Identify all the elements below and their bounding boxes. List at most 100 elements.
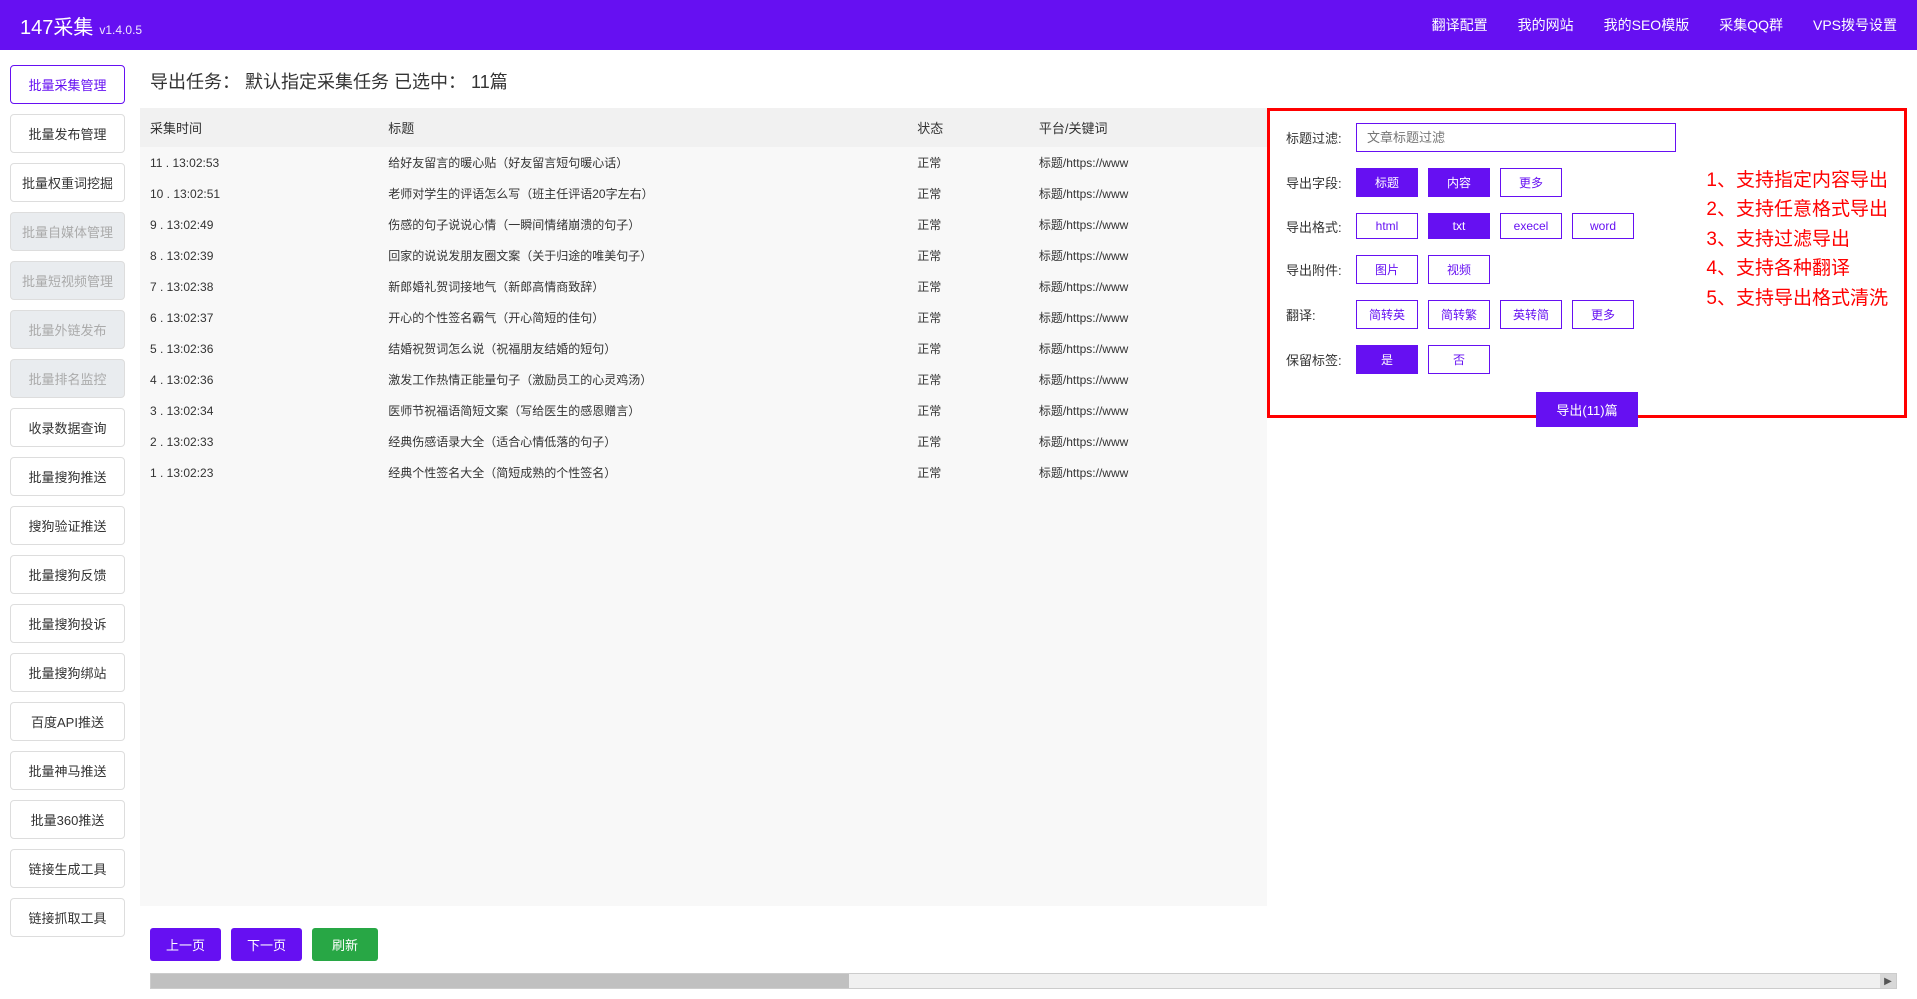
nav-qq-group[interactable]: 采集QQ群 <box>1719 15 1783 35</box>
table-row[interactable]: 6 . 13:02:37开心的个性签名霸气（开心简短的佳句）正常标题/https… <box>140 302 1267 333</box>
table-row[interactable]: 10 . 13:02:51老师对学生的评语怎么写（班主任评语20字左右）正常标题… <box>140 178 1267 209</box>
cell-time: 6 . 13:02:37 <box>140 302 378 333</box>
sidebar-item-2[interactable]: 批量权重词挖掘 <box>10 163 125 202</box>
refresh-button[interactable]: 刷新 <box>312 928 378 961</box>
format-option-0[interactable]: html <box>1356 213 1418 239</box>
feature-line: 1、支持指定内容导出 <box>1706 166 1888 195</box>
cell-time: 11 . 13:02:53 <box>140 147 378 178</box>
translate-option-3[interactable]: 更多 <box>1572 300 1634 329</box>
sidebar-item-1[interactable]: 批量发布管理 <box>10 114 125 153</box>
cell-title: 结婚祝贺词怎么说（祝福朋友结婚的短句） <box>378 333 907 364</box>
prev-page-button[interactable]: 上一页 <box>150 928 221 961</box>
cell-platform: 标题/https://www <box>1029 457 1267 488</box>
app-title: 147采集 <box>20 11 93 40</box>
cell-platform: 标题/https://www <box>1029 333 1267 364</box>
sidebar-item-5: 批量外链发布 <box>10 310 125 349</box>
scrollbar-right-arrow[interactable]: ▶ <box>1880 974 1896 988</box>
cell-status: 正常 <box>907 364 1029 395</box>
table-row[interactable]: 9 . 13:02:49伤感的句子说说心情（一瞬间情绪崩溃的句子）正常标题/ht… <box>140 209 1267 240</box>
cell-time: 1 . 13:02:23 <box>140 457 378 488</box>
sidebar-item-10[interactable]: 批量搜狗反馈 <box>10 555 125 594</box>
table-row[interactable]: 1 . 13:02:23经典个性签名大全（简短成熟的个性签名）正常标题/http… <box>140 457 1267 488</box>
format-option-1[interactable]: txt <box>1428 213 1490 239</box>
translate-option-1[interactable]: 简转繁 <box>1428 300 1490 329</box>
sidebar-item-8[interactable]: 批量搜狗推送 <box>10 457 125 496</box>
cell-title: 经典个性签名大全（简短成熟的个性签名） <box>378 457 907 488</box>
table-row[interactable]: 7 . 13:02:38新郎婚礼贺词接地气（新郎高情商致辞）正常标题/https… <box>140 271 1267 302</box>
sidebar-item-14[interactable]: 批量神马推送 <box>10 751 125 790</box>
table-row[interactable]: 4 . 13:02:36激发工作热情正能量句子（激励员工的心灵鸡汤）正常标题/h… <box>140 364 1267 395</box>
table-row[interactable]: 2 . 13:02:33经典伤感语录大全（适合心情低落的句子）正常标题/http… <box>140 426 1267 457</box>
scrollbar-thumb[interactable] <box>151 974 849 988</box>
col-status: 状态 <box>907 108 1029 147</box>
table-row[interactable]: 11 . 13:02:53给好友留言的暖心贴（好友留言短句暖心话）正常标题/ht… <box>140 147 1267 178</box>
cell-status: 正常 <box>907 147 1029 178</box>
cell-status: 正常 <box>907 457 1029 488</box>
header-nav: 翻译配置 我的网站 我的SEO模版 采集QQ群 VPS拨号设置 <box>1432 15 1897 35</box>
cell-time: 4 . 13:02:36 <box>140 364 378 395</box>
cell-title: 给好友留言的暖心贴（好友留言短句暖心话） <box>378 147 907 178</box>
nav-translate-config[interactable]: 翻译配置 <box>1432 15 1488 35</box>
format-option-2[interactable]: execel <box>1500 213 1562 239</box>
horizontal-scrollbar[interactable]: ▶ <box>150 973 1897 989</box>
cell-status: 正常 <box>907 302 1029 333</box>
keep-tags-option-1[interactable]: 否 <box>1428 345 1490 374</box>
feature-line: 2、支持任意格式导出 <box>1706 195 1888 224</box>
col-time: 采集时间 <box>140 108 378 147</box>
keep-tags-option-0[interactable]: 是 <box>1356 345 1418 374</box>
next-page-button[interactable]: 下一页 <box>231 928 302 961</box>
sidebar-item-12[interactable]: 批量搜狗绑站 <box>10 653 125 692</box>
export-button[interactable]: 导出(11)篇 <box>1536 392 1637 427</box>
sidebar-item-13[interactable]: 百度API推送 <box>10 702 125 741</box>
nav-my-site[interactable]: 我的网站 <box>1518 15 1574 35</box>
app-version: v1.4.0.5 <box>99 23 142 37</box>
attach-option-1[interactable]: 视频 <box>1428 255 1490 284</box>
sidebar-item-9[interactable]: 搜狗验证推送 <box>10 506 125 545</box>
table-row[interactable]: 8 . 13:02:39回家的说说发朋友圈文案（关于归途的唯美句子）正常标题/h… <box>140 240 1267 271</box>
col-title: 标题 <box>378 108 907 147</box>
cell-platform: 标题/https://www <box>1029 302 1267 333</box>
cell-status: 正常 <box>907 333 1029 364</box>
cell-title: 伤感的句子说说心情（一瞬间情绪崩溃的句子） <box>378 209 907 240</box>
title-filter-input[interactable] <box>1356 123 1676 152</box>
feature-callout: 1、支持指定内容导出2、支持任意格式导出3、支持过滤导出4、支持各种翻译5、支持… <box>1706 166 1888 313</box>
keep-tags-label: 保留标签: <box>1286 350 1356 369</box>
translate-option-2[interactable]: 英转简 <box>1500 300 1562 329</box>
cell-title: 开心的个性签名霸气（开心简短的佳句） <box>378 302 907 333</box>
cell-status: 正常 <box>907 178 1029 209</box>
cell-title: 新郎婚礼贺词接地气（新郎高情商致辞） <box>378 271 907 302</box>
sidebar: 批量采集管理批量发布管理批量权重词挖掘批量自媒体管理批量短视频管理批量外链发布批… <box>0 50 135 999</box>
cell-platform: 标题/https://www <box>1029 395 1267 426</box>
table-row[interactable]: 3 . 13:02:34医师节祝福语简短文案（写给医生的感恩赠言）正常标题/ht… <box>140 395 1267 426</box>
attach-label: 导出附件: <box>1286 260 1356 279</box>
sidebar-item-6: 批量排名监控 <box>10 359 125 398</box>
sidebar-item-3: 批量自媒体管理 <box>10 212 125 251</box>
table-row[interactable]: 5 . 13:02:36结婚祝贺词怎么说（祝福朋友结婚的短句）正常标题/http… <box>140 333 1267 364</box>
results-table: 采集时间 标题 状态 平台/关键词 11 . 13:02:53给好友留言的暖心贴… <box>140 108 1267 488</box>
sidebar-item-16[interactable]: 链接生成工具 <box>10 849 125 888</box>
cell-platform: 标题/https://www <box>1029 364 1267 395</box>
translate-option-0[interactable]: 简转英 <box>1356 300 1418 329</box>
fields-option-1[interactable]: 内容 <box>1428 168 1490 197</box>
attach-option-0[interactable]: 图片 <box>1356 255 1418 284</box>
cell-status: 正常 <box>907 426 1029 457</box>
fields-option-2[interactable]: 更多 <box>1500 168 1562 197</box>
fields-option-0[interactable]: 标题 <box>1356 168 1418 197</box>
cell-time: 8 . 13:02:39 <box>140 240 378 271</box>
cell-platform: 标题/https://www <box>1029 240 1267 271</box>
cell-platform: 标题/https://www <box>1029 426 1267 457</box>
cell-status: 正常 <box>907 271 1029 302</box>
format-option-3[interactable]: word <box>1572 213 1634 239</box>
sidebar-item-0[interactable]: 批量采集管理 <box>10 65 125 104</box>
cell-platform: 标题/https://www <box>1029 271 1267 302</box>
sidebar-item-15[interactable]: 批量360推送 <box>10 800 125 839</box>
nav-vps-dial[interactable]: VPS拨号设置 <box>1813 15 1897 35</box>
sidebar-item-7[interactable]: 收录数据查询 <box>10 408 125 447</box>
format-label: 导出格式: <box>1286 217 1356 236</box>
results-table-section: 采集时间 标题 状态 平台/关键词 11 . 13:02:53给好友留言的暖心贴… <box>140 108 1267 906</box>
sidebar-item-11[interactable]: 批量搜狗投诉 <box>10 604 125 643</box>
feature-line: 3、支持过滤导出 <box>1706 225 1888 254</box>
cell-time: 7 . 13:02:38 <box>140 271 378 302</box>
nav-seo-template[interactable]: 我的SEO模版 <box>1604 15 1690 35</box>
sidebar-item-17[interactable]: 链接抓取工具 <box>10 898 125 937</box>
